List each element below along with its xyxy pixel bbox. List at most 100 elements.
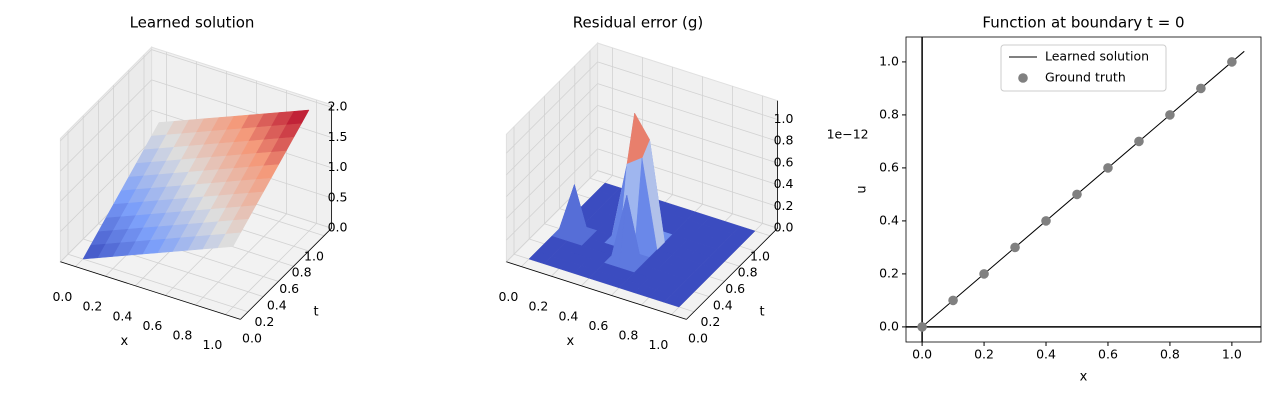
y-axis-line bbox=[240, 227, 332, 320]
x-tick-label: 0.4 bbox=[1036, 347, 1056, 362]
y-tick-label: 0.2 bbox=[879, 265, 899, 280]
x-tick-label: 0.4 bbox=[558, 308, 578, 323]
y-tick-label: 1.0 bbox=[304, 248, 324, 263]
x-tick-label: 0.4 bbox=[112, 308, 132, 323]
scatter-point bbox=[1134, 136, 1144, 147]
surface-face bbox=[217, 232, 242, 249]
grid-line bbox=[506, 105, 598, 197]
z-tick-label: 0.5 bbox=[328, 189, 348, 204]
grid-line bbox=[597, 105, 778, 164]
z-tick-label: 0.0 bbox=[774, 220, 794, 235]
y-tick-label: 0.0 bbox=[879, 318, 899, 333]
grid-line bbox=[151, 49, 332, 108]
scatter-point bbox=[979, 269, 989, 279]
x-tick-label: 0.2 bbox=[974, 347, 994, 362]
x-axis-label: x bbox=[121, 334, 129, 349]
grid-line bbox=[506, 126, 598, 219]
series-line bbox=[921, 50, 1245, 328]
legend-box bbox=[1000, 44, 1167, 92]
scatter-point bbox=[1072, 189, 1082, 200]
scatter-point bbox=[1041, 216, 1051, 226]
grid-line bbox=[597, 83, 778, 142]
y-tick-label: 0.2 bbox=[700, 314, 720, 329]
grid-line bbox=[60, 79, 152, 172]
y-tick-label: 1.0 bbox=[750, 248, 770, 263]
x-axis-line bbox=[60, 261, 241, 320]
surface-face bbox=[663, 294, 688, 308]
grid-line bbox=[225, 223, 317, 315]
y-tick-label: 0.8 bbox=[738, 265, 758, 280]
x-tick-label: 0.6 bbox=[142, 318, 162, 333]
y-tick-label: 0.6 bbox=[879, 159, 899, 174]
grid-line bbox=[151, 79, 332, 138]
x-tick-label: 0.2 bbox=[528, 299, 548, 314]
axes-frame bbox=[905, 36, 1262, 343]
grid-line bbox=[506, 170, 598, 263]
chart-title: Learned solution bbox=[130, 14, 255, 32]
grid-line bbox=[506, 148, 598, 241]
x-tick-label: 1.0 bbox=[202, 337, 222, 352]
x-axis-label: x bbox=[1080, 370, 1088, 385]
z-tick-label: 1.0 bbox=[328, 159, 348, 174]
grid-line bbox=[60, 140, 152, 232]
y-tick-label: 0.0 bbox=[688, 330, 708, 345]
y-tick-label: 0.6 bbox=[279, 281, 299, 296]
x-tick-label: 1.0 bbox=[648, 337, 668, 352]
y-tick-label: 0.4 bbox=[879, 212, 899, 227]
legend-swatch bbox=[1018, 73, 1028, 83]
y-tick-label: 0.2 bbox=[254, 314, 274, 329]
grid-line bbox=[597, 61, 778, 120]
x-tick-label: 0.0 bbox=[52, 289, 72, 304]
legend: Learned solution Ground truth bbox=[1000, 44, 1167, 92]
legend-label: Learned solution bbox=[1045, 49, 1149, 64]
z-tick-label: 2.0 bbox=[328, 99, 348, 114]
scatter-point bbox=[1227, 57, 1237, 67]
z-tick-label: 0.2 bbox=[774, 198, 794, 213]
scatter-point bbox=[1196, 83, 1206, 94]
z-tick-label: 0.8 bbox=[774, 133, 794, 148]
grid-line bbox=[195, 213, 287, 306]
grid-line bbox=[506, 83, 598, 176]
legend-label: Ground truth bbox=[1045, 70, 1126, 85]
grid-line bbox=[597, 126, 778, 186]
x-tick-label: 0.8 bbox=[1160, 347, 1180, 362]
y-tick-label: 0.4 bbox=[267, 298, 287, 313]
x-tick-label: 0.2 bbox=[82, 299, 102, 314]
y-axis-label: t bbox=[313, 304, 318, 319]
grid-line bbox=[67, 253, 249, 313]
scatter-point bbox=[1010, 242, 1020, 253]
x-tick-label: 0.8 bbox=[618, 328, 638, 343]
chart-title: Residual error (g) bbox=[573, 14, 703, 32]
z-tick-label: 0.4 bbox=[774, 176, 794, 191]
scatter-point bbox=[1165, 110, 1175, 120]
y-tick-label: 0.0 bbox=[242, 330, 262, 345]
chart-title: Function at boundary t = 0 bbox=[982, 14, 1184, 32]
x-tick-label: 0.0 bbox=[498, 289, 518, 304]
y-axis-label: u bbox=[855, 185, 870, 193]
x-tick-label: 0.6 bbox=[588, 318, 608, 333]
x-tick-label: 0.0 bbox=[912, 347, 932, 362]
x-axis-label: x bbox=[567, 334, 575, 349]
z-tick-label: 1.5 bbox=[328, 129, 348, 144]
y-tick-label: 0.6 bbox=[725, 281, 745, 296]
grid-line bbox=[60, 49, 152, 142]
scatter-point bbox=[917, 322, 927, 332]
z-offset-label: 1e−12 bbox=[827, 127, 869, 142]
y-axis-line bbox=[686, 227, 778, 320]
z-tick-label: 0.0 bbox=[328, 220, 348, 235]
y-tick-label: 0.8 bbox=[292, 265, 312, 280]
y-tick-label: 1.0 bbox=[879, 53, 899, 68]
grid-line bbox=[60, 109, 152, 202]
z-tick-label: 1.0 bbox=[774, 111, 794, 126]
grid-line bbox=[506, 61, 598, 154]
scatter-point bbox=[1103, 163, 1113, 173]
y-axis-label: t bbox=[759, 304, 764, 319]
x-tick-label: 0.6 bbox=[1098, 347, 1118, 362]
x-axis-line bbox=[506, 261, 687, 320]
y-tick-label: 0.8 bbox=[879, 106, 899, 121]
y-tick-label: 0.4 bbox=[713, 298, 733, 313]
x-tick-label: 1.0 bbox=[1222, 347, 1242, 362]
z-tick-label: 0.6 bbox=[774, 154, 794, 169]
x-tick-label: 0.8 bbox=[172, 328, 192, 343]
